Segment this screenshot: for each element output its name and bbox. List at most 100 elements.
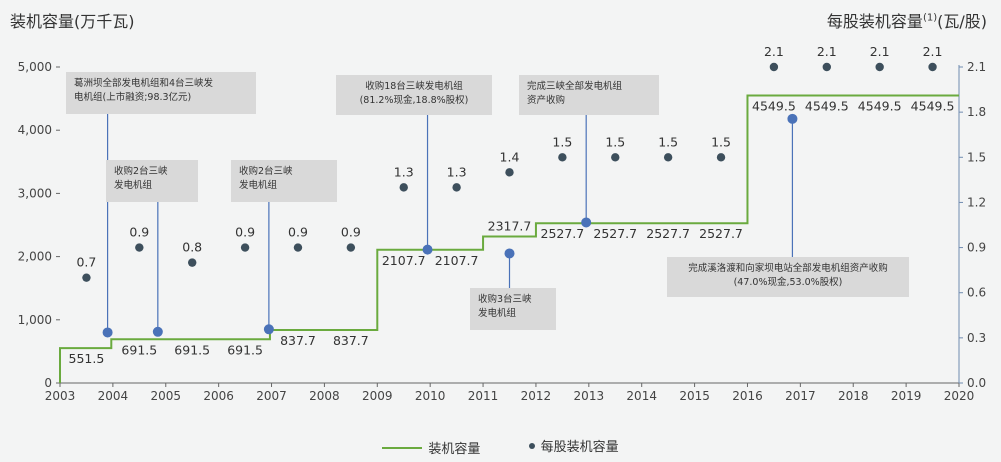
legend-item-capacity: 装机容量 — [382, 438, 480, 457]
x-tick-label: 2019 — [891, 389, 922, 403]
per-share-value-label: 2.1 — [870, 44, 890, 59]
per-share-dot — [875, 62, 884, 72]
left-y-tick-label: 2,000 — [18, 250, 52, 264]
per-share-value-label: 0.9 — [288, 225, 308, 240]
x-tick-label: 2014 — [626, 389, 657, 403]
per-share-dot — [822, 62, 831, 72]
left-y-tick-label: 3,000 — [18, 186, 52, 200]
x-tick-label: 2004 — [98, 389, 129, 403]
x-tick-label: 2012 — [521, 389, 552, 403]
event-annotation-box: 葛洲坝全部发电机组和4台三峡发 电机组(上市融资;98.3亿元) — [66, 72, 256, 114]
right-axis-title-suffix: (瓦/股) — [937, 12, 987, 31]
event-marker-dot — [422, 244, 433, 255]
x-tick-label: 2013 — [574, 389, 605, 403]
per-share-value-label: 2.1 — [923, 44, 943, 59]
right-y-tick-label: 1.8 — [967, 105, 986, 119]
x-tick-label: 2010 — [415, 389, 446, 403]
x-tick-label: 2016 — [732, 389, 763, 403]
capacity-value-label: 4549.5 — [752, 98, 796, 113]
left-y-tick-label: 5,000 — [18, 60, 52, 74]
capacity-value-label: 4549.5 — [858, 98, 902, 113]
per-share-dot — [240, 243, 250, 252]
event-marker-dot — [504, 248, 515, 259]
x-tick-label: 2011 — [468, 389, 499, 403]
event-marker-dot — [102, 327, 113, 338]
per-share-value-label: 0.9 — [129, 225, 149, 240]
capacity-step-line — [59, 94, 959, 383]
per-share-dot — [663, 153, 673, 162]
per-share-value-label: 0.8 — [182, 240, 202, 255]
event-annotation-box: 收购3台三峡 发电机组 — [470, 288, 556, 330]
capacity-value-label: 4549.5 — [805, 98, 849, 113]
capacity-value-label: 2527.7 — [593, 226, 637, 241]
event-marker-dot — [581, 217, 592, 228]
x-tick-label: 2018 — [838, 389, 869, 403]
event-marker-dot — [787, 113, 798, 124]
capacity-value-label: 2527.7 — [699, 226, 743, 241]
per-share-value-label: 2.1 — [817, 44, 837, 59]
per-share-dot — [769, 62, 779, 72]
x-tick-label: 2009 — [362, 389, 393, 403]
x-tick-label: 2005 — [150, 389, 181, 403]
event-annotation-box: 收购2台三峡 发电机组 — [231, 160, 337, 202]
per-share-dot — [188, 258, 197, 267]
per-share-value-label: 0.7 — [76, 255, 96, 270]
per-share-dot — [716, 153, 726, 162]
capacity-value-label: 2107.7 — [382, 253, 426, 268]
footnote-marker: (1) — [922, 12, 938, 24]
right-y-tick-label: 0.0 — [967, 376, 986, 390]
per-share-value-label: 1.3 — [394, 164, 414, 179]
per-share-dot — [611, 153, 620, 162]
per-share-dot — [505, 168, 514, 177]
capacity-value-label: 691.5 — [174, 342, 210, 357]
right-y-tick-label: 0.6 — [967, 286, 986, 300]
capacity-value-label: 2107.7 — [435, 253, 479, 268]
capacity-value-label: 837.7 — [333, 333, 369, 348]
per-share-dot — [558, 153, 567, 162]
x-tick-label: 2006 — [203, 389, 234, 403]
legend-label-capacity: 装机容量 — [428, 442, 481, 457]
capacity-value-label: 691.5 — [227, 342, 263, 357]
right-axis-title-prefix: 每股装机容量 — [826, 12, 923, 31]
capacity-value-label: 2527.7 — [541, 226, 585, 241]
capacity-value-label: 551.5 — [69, 351, 105, 366]
per-share-dot — [346, 243, 356, 252]
left-y-tick-label: 4,000 — [18, 123, 52, 137]
per-share-dot — [452, 183, 461, 192]
capacity-value-label: 837.7 — [280, 333, 316, 348]
chart-legend: 装机容量 每股装机容量 — [0, 436, 1001, 457]
per-share-value-label: 0.9 — [341, 225, 361, 240]
left-axis-title: 装机容量(万千瓦) — [10, 12, 135, 31]
x-tick-label: 2015 — [679, 389, 710, 403]
per-share-dot — [135, 243, 144, 252]
per-share-value-label: 1.5 — [605, 134, 625, 149]
right-y-tick-label: 0.3 — [967, 331, 986, 345]
event-marker-dot — [263, 324, 274, 335]
per-share-dot — [399, 183, 408, 192]
x-tick-label: 2020 — [944, 389, 975, 403]
per-share-dot — [928, 62, 937, 72]
per-share-value-label: 1.3 — [447, 164, 467, 179]
legend-line-swatch — [382, 446, 423, 449]
per-share-value-label: 1.4 — [500, 149, 520, 164]
per-share-dot — [293, 243, 303, 252]
per-share-value-label: 0.9 — [235, 225, 255, 240]
legend-item-per-share: 每股装机容量 — [528, 436, 619, 455]
legend-dot-swatch — [528, 442, 535, 449]
x-tick-label: 2003 — [45, 389, 76, 403]
legend-label-per-share: 每股装机容量 — [540, 440, 619, 455]
left-y-tick-label: 1,000 — [18, 313, 52, 327]
event-annotation-box: 完成三峡全部发电机组 资产收购 — [519, 75, 659, 115]
per-share-value-label: 1.5 — [552, 134, 572, 149]
event-annotation-box: 收购2台三峡 发电机组 — [106, 160, 198, 202]
left-y-tick-label: 0 — [44, 376, 52, 390]
capacity-value-label: 4549.5 — [911, 98, 955, 113]
capacity-value-label: 2527.7 — [646, 226, 690, 241]
capacity-value-label: 691.5 — [121, 342, 157, 357]
event-annotation-box: 完成溪洛渡和向家坝电站全部发电机组资产收购 (47.0%现金,53.0%股权) — [667, 257, 909, 297]
right-y-tick-label: 1.5 — [967, 150, 986, 164]
event-marker-dot — [152, 326, 163, 337]
right-y-tick-label: 1.2 — [967, 195, 986, 209]
per-share-dot — [82, 273, 91, 282]
